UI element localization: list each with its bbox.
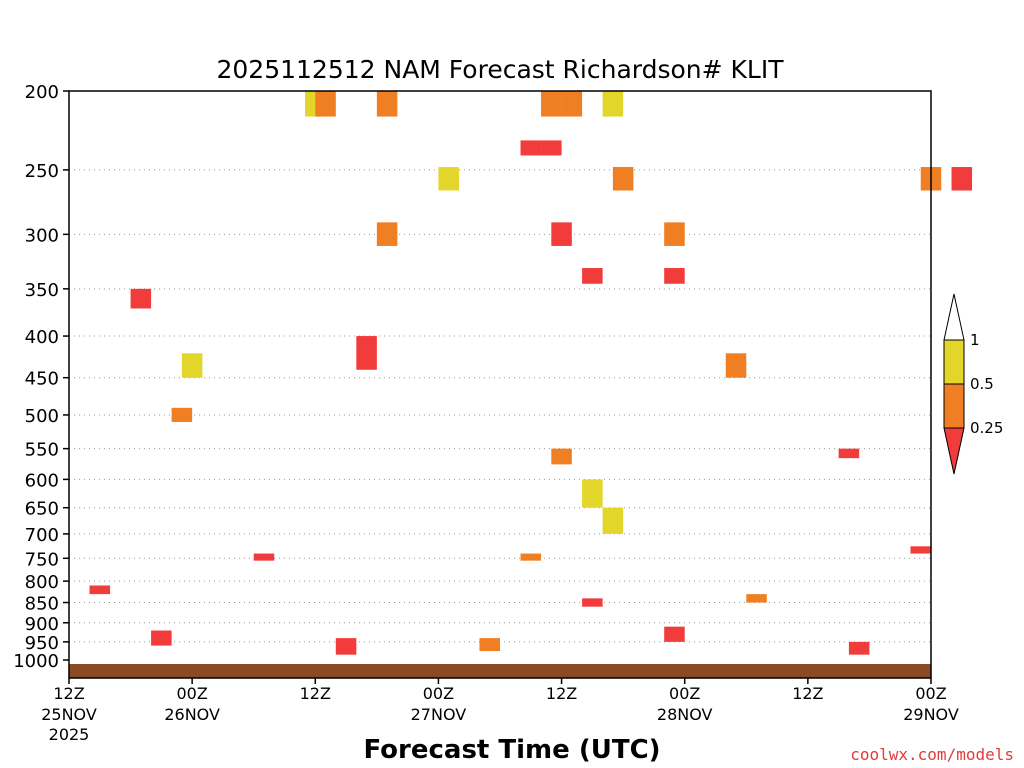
legend-swatch-0-25-to-0-5 [943, 383, 965, 429]
x-tick-label-12-0: 00Z [176, 684, 207, 703]
y-tick-label-800: 800 [25, 572, 59, 593]
heatmap-cell [315, 91, 336, 117]
y-tick-label-550: 550 [25, 440, 59, 461]
y-tick-label-400: 400 [25, 327, 59, 348]
y-tick-label-1000: 1000 [13, 651, 59, 672]
y-tick-label-200: 200 [25, 82, 59, 103]
legend-bottom-arrow [943, 427, 965, 475]
richardson-cells [89, 91, 973, 655]
y-tick-label-850: 850 [25, 594, 59, 615]
heatmap-cell [612, 167, 634, 191]
heatmap-cell [253, 553, 275, 561]
heatmap-cell [725, 353, 747, 378]
y-tick-label-250: 250 [25, 161, 59, 182]
legend-top-arrow [943, 293, 965, 341]
y-tick-label-600: 600 [25, 470, 59, 491]
heatmap-cell [848, 641, 870, 655]
legend-swatch-0-5-to-1 [943, 339, 965, 385]
heatmap-cell [910, 546, 931, 554]
y-tick-label-700: 700 [25, 525, 59, 546]
heatmap-cell [376, 222, 398, 246]
heatmap-cell [171, 407, 193, 422]
heatmap-cell [376, 91, 398, 117]
x-axis-label: Forecast Time (UTC) [363, 735, 660, 765]
legend-label-1: 1 [970, 331, 980, 349]
y-tick-label-350: 350 [25, 280, 59, 301]
x-tick-label-24-0: 12Z [300, 684, 331, 703]
credit-text: coolwx.com/models [850, 745, 1014, 764]
color-legend: 1 0.5 0.25 [943, 293, 1003, 475]
y-tick-label-450: 450 [25, 369, 59, 390]
x-tick-label-60-0: 00Z [669, 684, 700, 703]
chart-title: 2025112512 NAM Forecast Richardson# KLIT [216, 55, 784, 84]
plot-area [69, 91, 931, 678]
heatmap-cell [602, 507, 624, 534]
heatmap-cell [89, 585, 111, 595]
heatmap-cell [479, 638, 500, 652]
heatmap-cell [541, 140, 562, 156]
heatmap-cell [582, 479, 603, 508]
x-tick-label-36-0: 00Z [423, 684, 454, 703]
y-tick-label-750: 750 [25, 549, 59, 570]
y-axis: 200 250 300 350 400 450 500 550 600 650 700 7508008… [13, 82, 69, 672]
heatmap-cell [520, 140, 542, 156]
x-tick-label-36-1: 27NOV [411, 705, 467, 724]
heatmap-cell [335, 638, 357, 655]
x-tick-label-60-1: 28NOV [657, 705, 713, 724]
heatmap-cell [746, 594, 767, 603]
x-tick-label-0-1: 25NOV [41, 705, 97, 724]
heatmap-cell [181, 353, 203, 378]
x-tick-label-12-1: 26NOV [164, 705, 220, 724]
heatmap-cell [151, 630, 172, 646]
heatmap-cell [664, 268, 685, 284]
x-tick-label-72-0: 12Z [792, 684, 823, 703]
heatmap-cell [541, 91, 562, 117]
heatmap-cell [130, 288, 152, 309]
plot-frame [68, 90, 932, 679]
heatmap-cell [582, 268, 603, 284]
heatmap-cell [951, 167, 973, 191]
heatmap-cell [438, 167, 459, 191]
y-tick-label-650: 650 [25, 499, 59, 520]
heatmap-cell [664, 626, 685, 642]
legend-label-0-5: 0.5 [970, 375, 994, 393]
heatmap-cell [551, 222, 572, 246]
heatmap-cell [520, 553, 542, 561]
x-tick-label-0-0: 12Z [53, 684, 84, 703]
heatmap-cell [561, 91, 583, 117]
heatmap-cell [602, 91, 624, 117]
heatmap-cell [356, 336, 377, 370]
heatmap-cell [582, 598, 603, 607]
heatmap-cell [838, 448, 860, 459]
x-tick-label-0-2: 2025 [49, 725, 90, 744]
y-tick-label-500: 500 [25, 406, 59, 427]
ground-bar [69, 664, 931, 678]
heatmap-cell [551, 448, 572, 465]
y-tick-label-950: 950 [25, 633, 59, 654]
x-tick-label-84-1: 29NOV [903, 705, 959, 724]
legend-label-0-25: 0.25 [970, 419, 1003, 437]
heatmap-cell [664, 222, 685, 246]
y-tick-label-300: 300 [25, 225, 59, 246]
x-tick-label-84-0: 00Z [915, 684, 946, 703]
x-tick-label-48-0: 12Z [546, 684, 577, 703]
y-tick-label-900: 900 [25, 614, 59, 635]
